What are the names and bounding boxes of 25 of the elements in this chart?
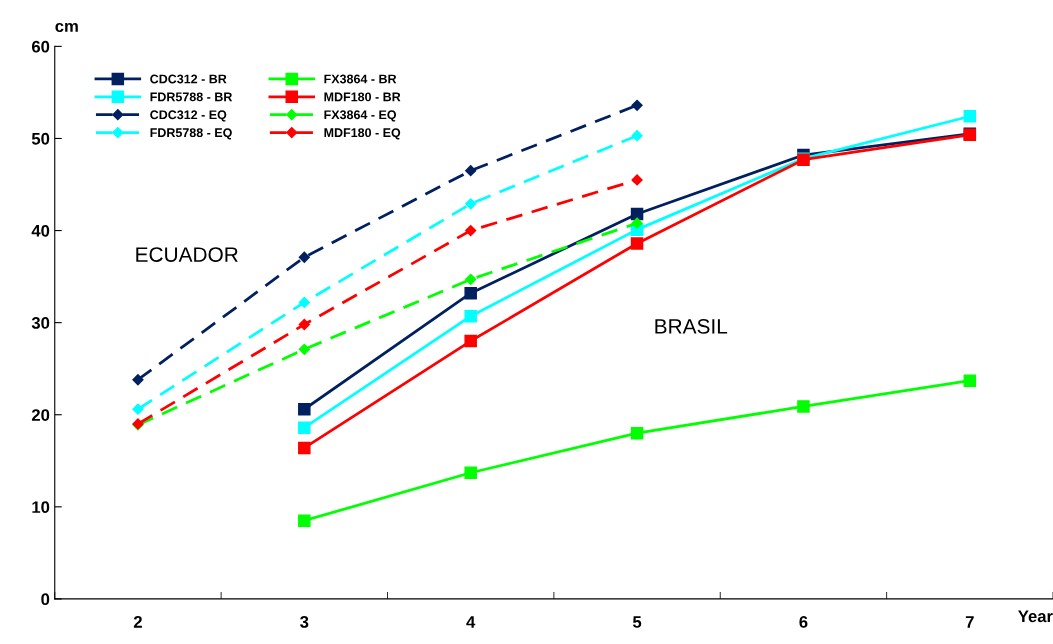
y-tick-label: 10 [32,501,50,514]
x-tick-label: 3 [300,616,309,628]
x-tick-label: 4 [466,616,476,628]
x-tick-label: 7 [965,616,974,628]
y-tick-label: 30 [31,317,50,329]
y-tick-label: 40 [31,224,50,237]
legend-label: CDC312 - BR [150,74,227,84]
legend-label: FX3864 - EQ [324,110,397,122]
y-axis-title: cm [55,22,78,33]
y-tick-label: 60 [31,40,50,53]
x-tick-label: 5 [632,616,642,628]
y-tick-label: 0 [41,593,50,606]
x-tick-label: 6 [799,616,808,628]
y-tick-label: 50 [31,132,50,145]
legend-label: FDR5788 - BR [150,92,233,102]
x-tick-label: 2 [133,616,142,628]
x-axis-title: Year [1018,610,1053,623]
legend-label: FX3864 - BR [324,74,397,84]
y-tick-label: 20 [31,409,50,421]
legend-label: MDF180 - BR [324,92,401,102]
legend-label: MDF180 - EQ [324,128,401,140]
legend-label: CDC312 - EQ [150,110,227,122]
legend-label: FDR5788 - EQ [150,128,232,140]
annotation: BRASIL [655,319,728,334]
annotation: ECUADOR [136,247,238,262]
